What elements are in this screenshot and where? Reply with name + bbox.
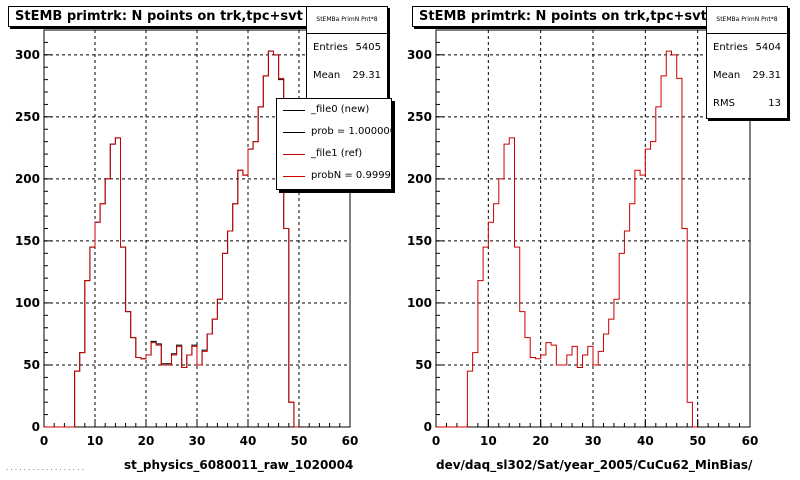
x-tick-label: 10 (87, 434, 104, 448)
y-tick-label: 100 (15, 296, 40, 310)
footer-text: · · · · · · · · · · · · · · · · · · (6, 466, 84, 474)
y-tick-label: 250 (15, 110, 40, 124)
x-tick-label: 40 (240, 434, 257, 448)
stats-value: 5405 (355, 42, 381, 53)
y-tick-label: 250 (407, 110, 432, 124)
legend-label: probN = 0.999970 (311, 170, 391, 181)
x-tick-label: 10 (480, 434, 497, 448)
y-tick-label: 50 (23, 358, 40, 372)
stats-row-rms: RMS 13 (707, 90, 787, 118)
legend-label: _file1 (ref) (311, 148, 363, 159)
x-tick-label: 20 (138, 434, 155, 448)
x-tick-label: 60 (342, 434, 359, 448)
legend-label: _file0 (new) (311, 104, 370, 115)
stats-row-entries: Entries 5404 (707, 34, 787, 62)
stats-box-right: StEMBa PrimN Pnt*8 Entries 5404 Mean 29.… (706, 6, 788, 119)
y-tick-label: 300 (15, 48, 40, 62)
y-tick-label: 0 (32, 420, 40, 434)
histogram-series (436, 50, 698, 428)
x-tick-label: 60 (742, 434, 759, 448)
x-axis-title-left: st_physics_6080011_raw_1020004 (124, 458, 354, 472)
chart-title-left: StEMB primtrk: N points on trk,tpc+svt (8, 6, 310, 27)
y-tick-label: 0 (424, 420, 432, 434)
stats-label: Mean (713, 70, 741, 81)
x-tick-label: 0 (432, 434, 440, 448)
stats-label: Entries (313, 42, 348, 53)
legend-item: probN = 0.999970 (277, 165, 391, 187)
x-tick-label: 20 (532, 434, 549, 448)
legend-swatch (283, 154, 305, 155)
stats-value: 13 (768, 98, 781, 109)
x-tick-label: 40 (637, 434, 654, 448)
y-tick-label: 200 (15, 172, 40, 186)
x-tick-label: 0 (40, 434, 48, 448)
legend-label: prob = 1.000000 (311, 126, 392, 137)
x-tick-label: 30 (189, 434, 206, 448)
legend-item: prob = 1.000000 (277, 121, 391, 143)
y-tick-label: 150 (407, 234, 432, 248)
stats-value: 29.31 (752, 70, 781, 81)
x-axis-title-right: dev/daq_sl302/Sat/year_2005/CuCu62_MinBi… (436, 458, 753, 472)
chart-title-right: StEMB primtrk: N points on trk,tpc+svt (412, 6, 714, 27)
stats-row-mean: Mean 29.31 (707, 62, 787, 90)
legend-swatch (283, 110, 305, 111)
legend-swatch (283, 132, 305, 133)
stats-row-mean: Mean 29.31 (307, 62, 387, 90)
legend-item: _file1 (ref) (277, 143, 391, 165)
stats-header: StEMBa PrimN Pnt*8 (707, 7, 787, 34)
legend-item: _file0 (new) (277, 99, 391, 121)
x-tick-label: 50 (689, 434, 706, 448)
y-tick-label: 150 (15, 234, 40, 248)
stats-label: RMS (713, 98, 735, 109)
stats-label: Entries (713, 42, 748, 53)
y-tick-label: 300 (407, 48, 432, 62)
stats-header: StEMBa PrimN Pnt*8 (307, 7, 387, 34)
stats-label: Mean (313, 70, 341, 81)
legend-swatch (283, 176, 305, 177)
stats-value: 5404 (755, 42, 781, 53)
legend-box: _file0 (new) prob = 1.000000 _file1 (ref… (276, 98, 392, 190)
histogram-series (44, 50, 299, 428)
stats-row-entries: Entries 5405 (307, 34, 387, 62)
x-tick-label: 50 (291, 434, 308, 448)
y-tick-label: 50 (415, 358, 432, 372)
y-tick-label: 200 (407, 172, 432, 186)
x-tick-label: 30 (585, 434, 602, 448)
y-tick-label: 100 (407, 296, 432, 310)
stats-value: 29.31 (352, 70, 381, 81)
